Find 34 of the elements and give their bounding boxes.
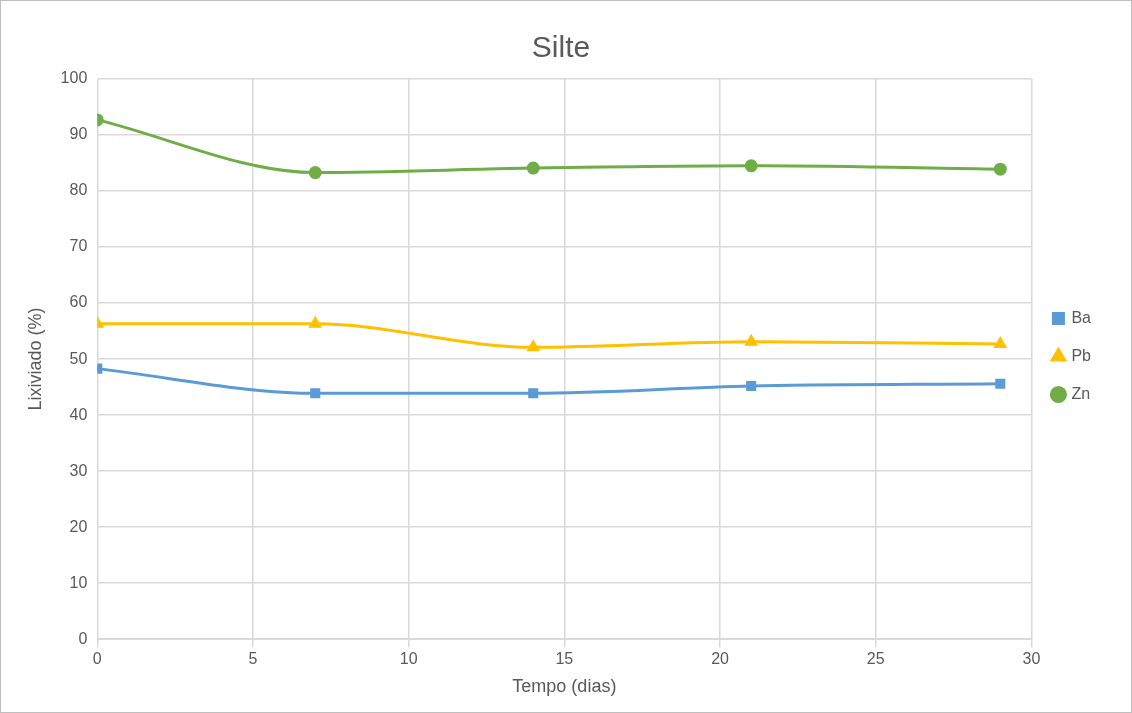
point: [527, 340, 540, 352]
y-tick-label: 10: [69, 573, 88, 591]
x-tick-label: 10: [399, 650, 418, 668]
legend-label: Pb: [1071, 346, 1092, 364]
point: [993, 162, 1007, 176]
x-tick-label: 0: [92, 650, 102, 668]
point: [526, 161, 540, 175]
x-tick-label: 30: [1022, 650, 1041, 668]
point: [994, 337, 1007, 348]
legend-label: Zn: [1071, 384, 1091, 402]
point: [744, 159, 758, 173]
y-tick-label: 70: [69, 237, 88, 255]
y-tick-label: 30: [69, 461, 88, 479]
x-tick-label: 15: [555, 650, 574, 668]
y-tick-label: 100: [60, 69, 88, 87]
y-tick-label: 90: [69, 125, 88, 143]
point: [746, 380, 757, 392]
y-tick-label: 40: [69, 405, 88, 423]
point: [308, 166, 322, 180]
x-tick-label: 20: [711, 650, 730, 668]
y-tick-label: 60: [69, 293, 88, 311]
y-axis-title: Lixiviado (%): [24, 307, 45, 411]
x-tick-label: 25: [866, 650, 885, 668]
point: [528, 388, 539, 399]
point: [310, 388, 321, 399]
x-axis-title: Tempo (dias): [512, 676, 617, 697]
legend-label: Ba: [1071, 308, 1092, 326]
y-tick-label: 80: [69, 181, 88, 199]
x-tick-label: 5: [248, 650, 258, 668]
y-tick-label: 0: [78, 629, 88, 647]
y-tick-label: 50: [69, 349, 88, 367]
y-tick-label: 20: [69, 517, 88, 535]
chart-title: Silte: [531, 30, 591, 64]
point: [995, 378, 1006, 389]
